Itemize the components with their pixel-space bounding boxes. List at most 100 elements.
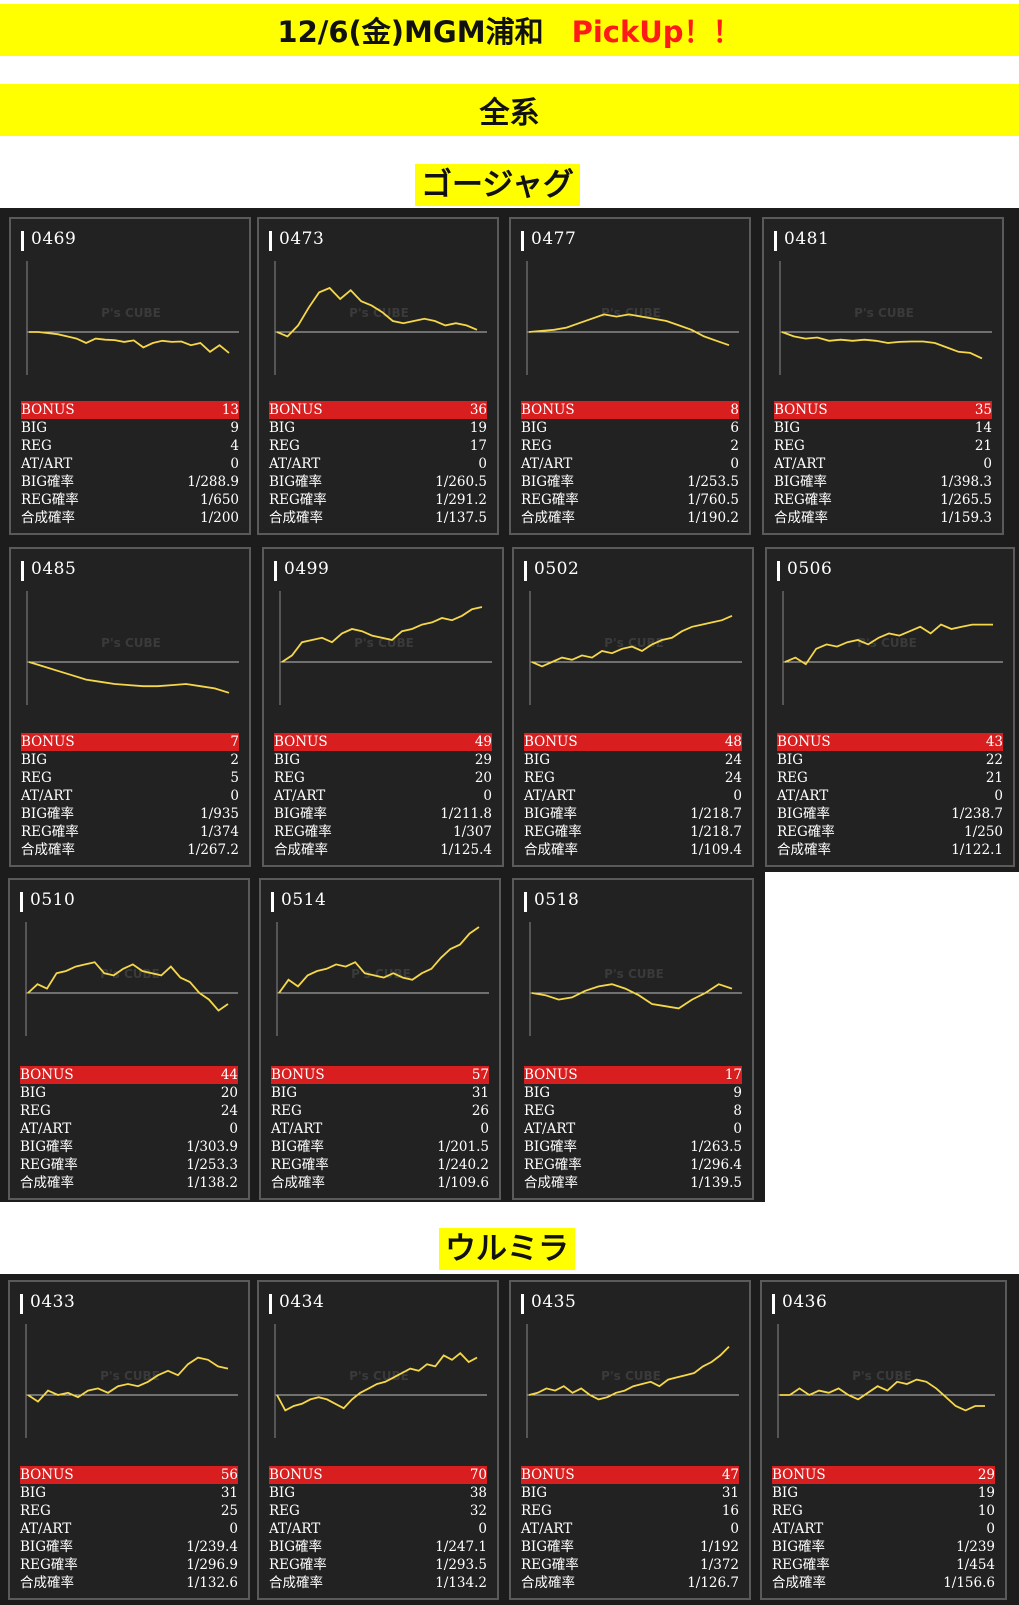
machine-card[interactable]: 0485 P's CUBE BONUS 7 BIG 2 REG 5 AT/ART 0 BIG確率 1/… bbox=[9, 547, 251, 867]
reg-count-row: REG 10 bbox=[772, 1502, 995, 1520]
at-art-count-row: AT/ART 0 bbox=[21, 787, 239, 805]
machine-card[interactable]: 0433 P's CUBE BONUS 56 BIG 31 REG 25 AT/ART 0 BIG確… bbox=[8, 1280, 250, 1600]
at-art-count-label: AT/ART bbox=[21, 456, 73, 472]
big-probability-row: BIG確率 1/253.5 bbox=[521, 473, 739, 491]
machine-card[interactable]: 0481 P's CUBE BONUS 35 BIG 14 REG 21 AT/ART 0 BIG確… bbox=[762, 217, 1004, 535]
machine-card[interactable]: 0510 P's CUBE BONUS 44 BIG 20 REG 24 AT/ART 0 BIG確… bbox=[8, 878, 250, 1200]
at-art-count-value: 0 bbox=[733, 788, 742, 804]
reg-probability-label: REG確率 bbox=[269, 1557, 327, 1573]
reg-probability-value: 1/454 bbox=[956, 1557, 995, 1573]
payout-line bbox=[27, 1356, 229, 1403]
big-count-value: 9 bbox=[733, 1085, 742, 1101]
bonus-count-row: BONUS 7 bbox=[21, 733, 239, 751]
machine-card[interactable]: 0518 P's CUBE BONUS 17 BIG 9 REG 8 AT/ART 0 BIG確率 1… bbox=[512, 878, 754, 1200]
payout-graph bbox=[529, 922, 742, 1036]
reg-count-row: REG 32 bbox=[269, 1502, 487, 1520]
reg-probability-label: REG確率 bbox=[269, 492, 327, 508]
bonus-count-value: 70 bbox=[469, 1467, 487, 1483]
stats-table: BONUS 35 BIG 14 REG 21 AT/ART 0 BIG確率 1/398.3 REG確… bbox=[774, 401, 992, 527]
payout-graph bbox=[276, 922, 489, 1036]
bonus-count-row: BONUS 8 bbox=[521, 401, 739, 419]
reg-probability-value: 1/240.2 bbox=[437, 1157, 489, 1173]
big-probability-value: 1/263.5 bbox=[690, 1139, 742, 1155]
machine-card[interactable]: 0469 P's CUBE BONUS 13 BIG 9 REG 4 AT/ART 0 BIG確率 1… bbox=[9, 217, 251, 535]
at-art-count-label: AT/ART bbox=[269, 1521, 321, 1537]
combined-probability-row: 合成確率 1/159.3 bbox=[774, 509, 992, 527]
reg-count-row: REG 26 bbox=[271, 1102, 489, 1120]
machine-card[interactable]: 0435 P's CUBE BONUS 47 BIG 31 REG 16 AT/ART 0 BIG確… bbox=[509, 1280, 751, 1600]
bonus-count-value: 47 bbox=[721, 1467, 739, 1483]
at-art-count-row: AT/ART 0 bbox=[20, 1520, 238, 1538]
payout-graph bbox=[274, 261, 487, 375]
big-probability-label: BIG確率 bbox=[20, 1539, 74, 1555]
payout-line bbox=[28, 661, 230, 694]
machine-card[interactable]: 0499 P's CUBE BONUS 49 BIG 29 REG 20 AT/ART 0 BIG確… bbox=[262, 547, 504, 867]
machine-card[interactable]: 0436 P's CUBE BONUS 29 BIG 19 REG 10 AT/ART 0 BIG確… bbox=[760, 1280, 1007, 1600]
big-count-row: BIG 31 bbox=[521, 1484, 739, 1502]
at-art-count-value: 0 bbox=[478, 1521, 487, 1537]
machine-card[interactable]: 0434 P's CUBE BONUS 70 BIG 38 REG 32 AT/ART 0 BIG確… bbox=[257, 1280, 499, 1600]
big-count-row: BIG 31 bbox=[271, 1084, 489, 1102]
machine-card[interactable]: 0477 P's CUBE BONUS 8 BIG 6 REG 2 AT/ART 0 BIG確率 1/… bbox=[509, 217, 751, 535]
big-count-value: 29 bbox=[474, 752, 492, 768]
bonus-count-row: BONUS 13 bbox=[21, 401, 239, 419]
at-art-count-label: AT/ART bbox=[774, 456, 826, 472]
big-count-row: BIG 19 bbox=[772, 1484, 995, 1502]
big-probability-row: BIG確率 1/211.8 bbox=[274, 805, 492, 823]
bonus-count-value: 43 bbox=[985, 734, 1003, 750]
bonus-count-label: BONUS bbox=[20, 1067, 74, 1083]
reg-probability-value: 1/293.5 bbox=[435, 1557, 487, 1573]
card-marker bbox=[20, 892, 23, 912]
card-marker bbox=[772, 1294, 775, 1314]
bonus-count-label: BONUS bbox=[521, 1467, 575, 1483]
card-marker bbox=[524, 561, 527, 581]
combined-probability-value: 1/122.1 bbox=[951, 842, 1003, 858]
machine-card[interactable]: 0473 P's CUBE BONUS 36 BIG 19 REG 17 AT/ART 0 BIG確… bbox=[257, 217, 499, 535]
reg-count-label: REG bbox=[20, 1503, 51, 1519]
big-probability-label: BIG確率 bbox=[777, 806, 831, 822]
reg-count-label: REG bbox=[777, 770, 808, 786]
reg-probability-row: REG確率 1/293.5 bbox=[269, 1556, 487, 1574]
big-count-value: 6 bbox=[730, 420, 739, 436]
machine-number: 0433 bbox=[30, 1292, 76, 1312]
reg-probability-value: 1/296.4 bbox=[690, 1157, 742, 1173]
reg-count-label: REG bbox=[524, 770, 555, 786]
at-art-count-row: AT/ART 0 bbox=[521, 1520, 739, 1538]
combined-probability-label: 合成確率 bbox=[524, 1175, 578, 1191]
at-art-count-label: AT/ART bbox=[524, 788, 576, 804]
big-probability-row: BIG確率 1/218.7 bbox=[524, 805, 742, 823]
payout-line bbox=[531, 983, 733, 1010]
stats-table: BONUS 7 BIG 2 REG 5 AT/ART 0 BIG確率 1/935 REG確率 1/37… bbox=[21, 733, 239, 859]
bonus-count-value: 49 bbox=[474, 734, 492, 750]
machine-card[interactable]: 0506 P's CUBE BONUS 43 BIG 22 REG 21 AT/ART 0 BIG確… bbox=[765, 547, 1015, 867]
bonus-count-value: 13 bbox=[221, 402, 239, 418]
bonus-count-row: BONUS 70 bbox=[269, 1466, 487, 1484]
watermark-logo: P's CUBE bbox=[604, 967, 664, 981]
at-art-count-label: AT/ART bbox=[521, 456, 573, 472]
big-count-label: BIG bbox=[777, 752, 804, 768]
at-art-count-row: AT/ART 0 bbox=[274, 787, 492, 805]
bonus-count-row: BONUS 35 bbox=[774, 401, 992, 419]
big-probability-label: BIG確率 bbox=[521, 1539, 575, 1555]
combined-probability-label: 合成確率 bbox=[777, 842, 831, 858]
bonus-count-row: BONUS 47 bbox=[521, 1466, 739, 1484]
reg-probability-value: 1/760.5 bbox=[687, 492, 739, 508]
reg-count-value: 24 bbox=[724, 770, 742, 786]
big-probability-value: 1/192 bbox=[700, 1539, 739, 1555]
combined-probability-value: 1/109.4 bbox=[690, 842, 742, 858]
combined-probability-label: 合成確率 bbox=[521, 510, 575, 526]
at-art-count-label: AT/ART bbox=[521, 1521, 573, 1537]
reg-probability-value: 1/265.5 bbox=[940, 492, 992, 508]
big-probability-label: BIG確率 bbox=[524, 1139, 578, 1155]
big-count-value: 2 bbox=[230, 752, 239, 768]
machine-card[interactable]: 0502 P's CUBE BONUS 48 BIG 24 REG 24 AT/ART 0 BIG確… bbox=[512, 547, 754, 867]
combined-probability-row: 合成確率 1/125.4 bbox=[274, 841, 492, 859]
machine-card[interactable]: 0514 P's CUBE BONUS 57 BIG 31 REG 26 AT/ART 0 BIG確… bbox=[259, 878, 501, 1200]
reg-count-row: REG 24 bbox=[524, 769, 742, 787]
bonus-count-value: 56 bbox=[220, 1467, 238, 1483]
card-marker bbox=[20, 1294, 23, 1314]
payout-line bbox=[780, 1378, 985, 1412]
reg-count-value: 26 bbox=[471, 1103, 489, 1119]
payout-line bbox=[528, 313, 730, 347]
reg-probability-value: 1/307 bbox=[453, 824, 492, 840]
